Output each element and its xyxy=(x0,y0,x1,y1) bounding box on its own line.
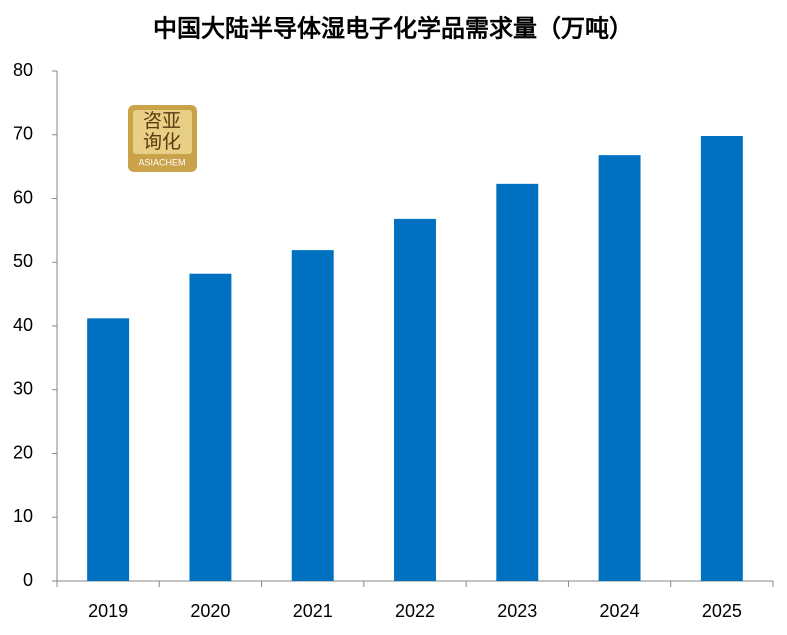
bar xyxy=(87,318,130,581)
logo-brand: ASIACHEM xyxy=(138,157,185,167)
bar xyxy=(394,218,436,581)
x-tick-label: 2019 xyxy=(88,601,128,621)
y-tick-label: 80 xyxy=(13,60,33,80)
x-tick-label: 2020 xyxy=(190,601,230,621)
y-tick-label: 10 xyxy=(13,506,33,526)
bar xyxy=(598,155,641,581)
logo-line: 询化 xyxy=(143,131,181,153)
x-tick-label: 2022 xyxy=(395,601,435,621)
x-tick-label: 2021 xyxy=(293,601,333,621)
x-tick-label: 2024 xyxy=(600,601,640,621)
logo-panel xyxy=(133,110,192,154)
y-tick-label: 0 xyxy=(23,570,33,590)
bar xyxy=(496,183,539,581)
y-tick-label: 60 xyxy=(13,187,33,207)
chart-title: 中国大陆半导体湿电子化学品需求量（万吨） xyxy=(153,14,633,43)
logo-line: 咨亚 xyxy=(143,110,181,132)
x-tick-label: 2025 xyxy=(702,601,742,621)
logo: 咨亚 询化 ASIACHEM xyxy=(128,105,197,172)
y-tick-label: 70 xyxy=(13,124,33,144)
bar xyxy=(700,136,743,581)
bar xyxy=(291,250,334,581)
bar xyxy=(189,273,232,581)
y-tick-label: 40 xyxy=(13,315,33,335)
x-tick-label: 2023 xyxy=(497,601,537,621)
y-tick-label: 50 xyxy=(13,251,33,271)
y-tick-label: 30 xyxy=(13,379,33,399)
y-tick-label: 20 xyxy=(13,442,33,462)
